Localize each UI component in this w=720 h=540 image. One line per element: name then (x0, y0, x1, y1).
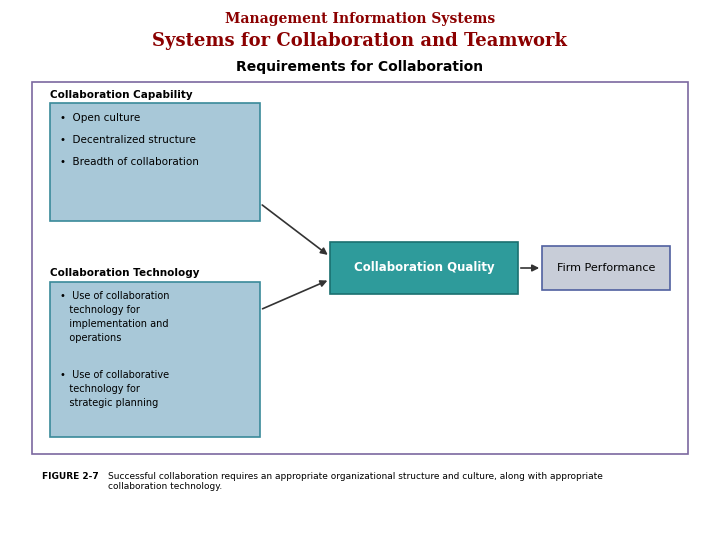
Text: Requirements for Collaboration: Requirements for Collaboration (236, 60, 484, 74)
FancyBboxPatch shape (32, 82, 688, 454)
Text: •  Breadth of collaboration: • Breadth of collaboration (60, 157, 199, 167)
Text: Firm Performance: Firm Performance (557, 263, 655, 273)
FancyBboxPatch shape (50, 282, 260, 437)
Text: •  Use of collaboration
   technology for
   implementation and
   operations: • Use of collaboration technology for im… (60, 291, 169, 343)
Text: Management Information Systems: Management Information Systems (225, 12, 495, 26)
Text: •  Open culture: • Open culture (60, 113, 140, 123)
Text: FIGURE 2-7: FIGURE 2-7 (42, 472, 99, 481)
Text: Collaboration Technology: Collaboration Technology (50, 268, 199, 278)
Text: Collaboration Capability: Collaboration Capability (50, 90, 193, 100)
FancyBboxPatch shape (542, 246, 670, 290)
Text: Successful collaboration requires an appropriate organizational structure and cu: Successful collaboration requires an app… (108, 472, 603, 491)
FancyBboxPatch shape (50, 103, 260, 221)
Text: •  Use of collaborative
   technology for
   strategic planning: • Use of collaborative technology for st… (60, 370, 169, 408)
Text: Systems for Collaboration and Teamwork: Systems for Collaboration and Teamwork (153, 32, 567, 50)
FancyBboxPatch shape (330, 242, 518, 294)
Text: Collaboration Quality: Collaboration Quality (354, 261, 495, 274)
Text: •  Decentralized structure: • Decentralized structure (60, 135, 196, 145)
